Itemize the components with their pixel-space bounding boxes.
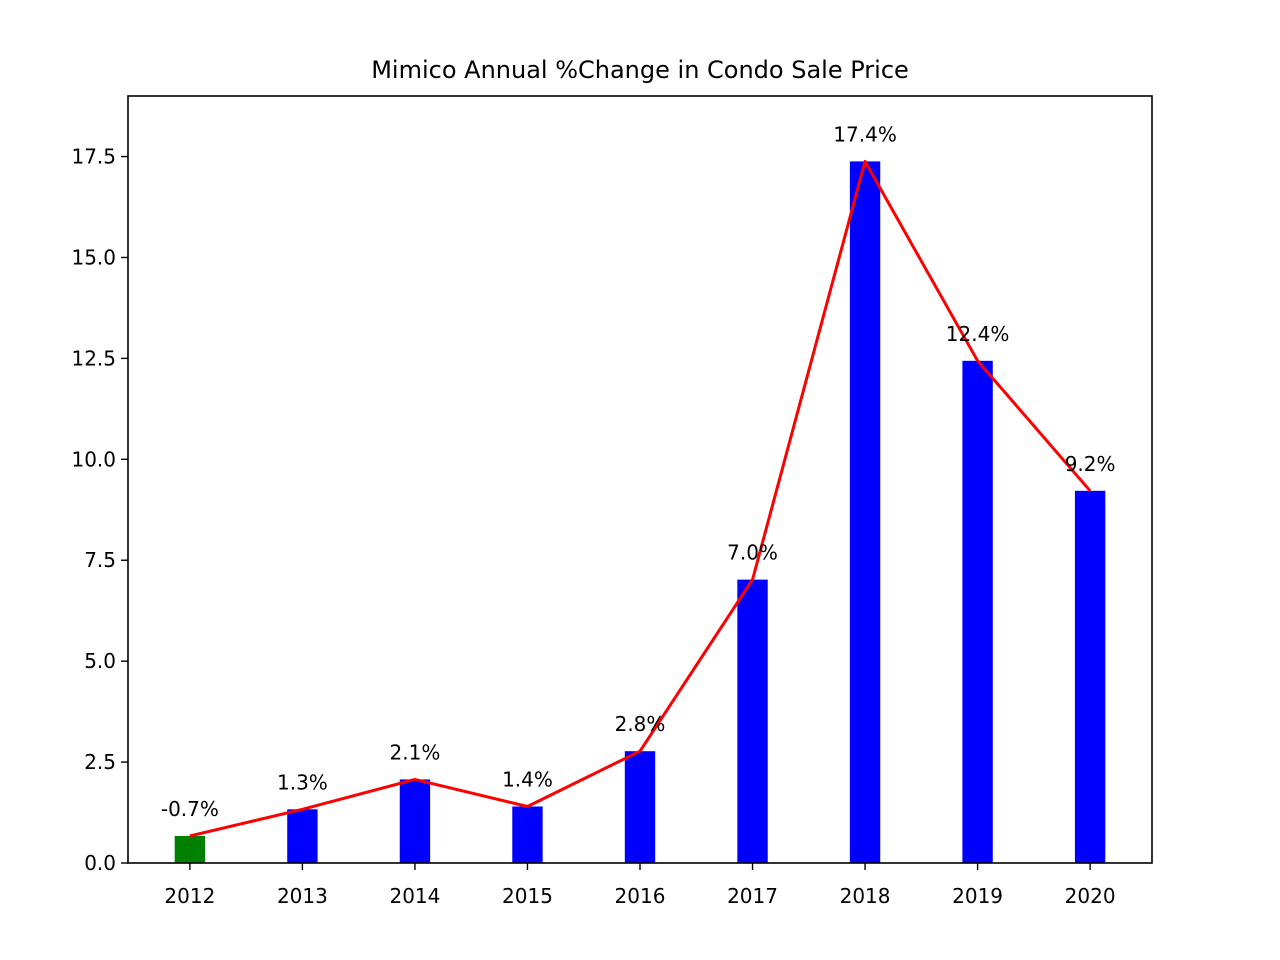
trend-line bbox=[189, 159, 1092, 838]
bar-2018 bbox=[849, 161, 881, 863]
data-label-2019: 12.4% bbox=[946, 322, 1010, 346]
data-label-2016: 2.8% bbox=[615, 712, 666, 736]
y-tick-label-5.0: 5.0 bbox=[84, 649, 116, 673]
data-label-2018: 17.4% bbox=[833, 122, 897, 146]
x-tick-label-2013: 2013 bbox=[277, 884, 328, 908]
y-tick-label-2.5: 2.5 bbox=[84, 750, 116, 774]
y-tick-label-15.0: 15.0 bbox=[71, 245, 116, 269]
bar-2017 bbox=[737, 579, 768, 863]
data-label-2013: 1.3% bbox=[277, 770, 328, 794]
y-tick-label-17.5: 17.5 bbox=[71, 145, 116, 169]
x-tick-label-2019: 2019 bbox=[952, 884, 1003, 908]
data-labels-group: -0.7% 1.3% 2.1% 1.4% 2.8% 7.0% 17.4% 12.4% 9.2% bbox=[161, 122, 1116, 821]
x-tick-label-2014: 2014 bbox=[389, 884, 440, 908]
data-label-2015: 1.4% bbox=[502, 767, 553, 791]
data-label-2012: -0.7% bbox=[161, 797, 219, 821]
data-label-2020: 9.2% bbox=[1065, 452, 1116, 476]
x-tick-label-2015: 2015 bbox=[502, 884, 553, 908]
x-axis: 2012 2013 2014 2015 2016 2017 2018 2019 2020 bbox=[164, 863, 1116, 908]
y-tick-label-7.5: 7.5 bbox=[84, 548, 116, 572]
data-label-2017: 7.0% bbox=[727, 541, 778, 565]
y-tick-label-12.5: 12.5 bbox=[71, 346, 116, 370]
bar-2016 bbox=[624, 751, 656, 863]
bar-2012 bbox=[174, 835, 206, 863]
x-tick-label-2012: 2012 bbox=[164, 884, 215, 908]
x-tick-label-2020: 2020 bbox=[1065, 884, 1116, 908]
y-tick-label-10.0: 10.0 bbox=[71, 447, 116, 471]
x-tick-label-2016: 2016 bbox=[615, 884, 666, 908]
bars-group bbox=[174, 161, 1106, 863]
bar-2019 bbox=[962, 360, 993, 863]
bar-2014 bbox=[399, 779, 431, 863]
bar-2020 bbox=[1074, 490, 1106, 863]
y-axis: 0.0 2.5 5.0 7.5 10.0 12.5 15.0 17.5 bbox=[71, 145, 128, 875]
plot-frame bbox=[127, 95, 1153, 864]
x-tick-label-2018: 2018 bbox=[840, 884, 891, 908]
chart-title: Mimico Annual %Change in Condo Sale Pric… bbox=[371, 56, 909, 84]
bar-2013 bbox=[287, 809, 318, 863]
line-overlay-group bbox=[189, 159, 1092, 838]
bar-2015 bbox=[512, 806, 543, 863]
data-label-2014: 2.1% bbox=[390, 740, 441, 764]
x-tick-label-2017: 2017 bbox=[727, 884, 778, 908]
y-tick-label-0.0: 0.0 bbox=[84, 851, 116, 875]
